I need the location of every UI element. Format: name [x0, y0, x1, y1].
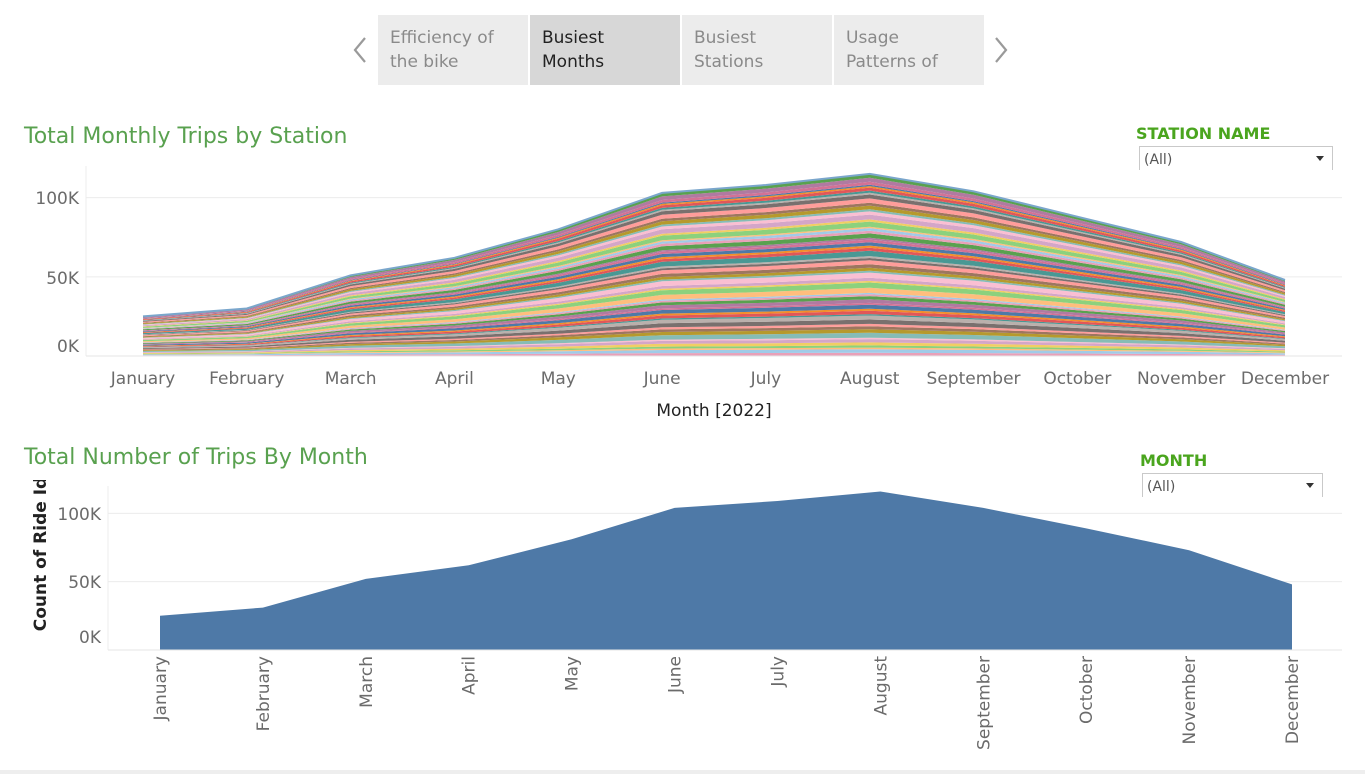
month-filter-label: MONTH [1140, 451, 1208, 470]
y-tick-label: 50K [46, 269, 80, 289]
station-series-area[interactable] [143, 337, 1285, 353]
story-tab-line2: Months [542, 52, 605, 72]
x-tick-label: November [1180, 656, 1200, 744]
x-tick-label: December [1241, 369, 1329, 389]
chevron-down-icon[interactable] [1306, 483, 1314, 488]
x-tick-label: June [643, 369, 681, 389]
x-tick-label: August [871, 656, 891, 716]
story-tab-line1: Busiest [542, 28, 604, 48]
station-series-area[interactable] [143, 349, 1285, 356]
story-tab-line1: Efficiency of [390, 28, 494, 48]
station-series-area[interactable] [143, 345, 1285, 355]
station-series-area[interactable] [143, 332, 1285, 352]
story-next-arrow-icon[interactable] [988, 30, 1014, 70]
chevron-down-icon[interactable] [1316, 156, 1324, 161]
x-tick-label: November [1137, 369, 1225, 389]
x-tick-label: June [666, 656, 686, 694]
station-filter-dropdown[interactable]: (All) [1139, 146, 1333, 170]
x-tick-label: February [254, 656, 274, 731]
x-axis-title: Month [2022] [656, 401, 771, 421]
y-tick-label: 50K [68, 573, 102, 593]
story-tab-busiest-months[interactable]: Busiest Months [530, 15, 680, 85]
station-series-area[interactable] [143, 342, 1285, 354]
story-prev-arrow-icon[interactable] [347, 30, 373, 70]
x-tick-label: October [1043, 369, 1111, 389]
x-tick-label: March [357, 656, 377, 708]
x-tick-label: May [541, 369, 576, 389]
x-tick-label: April [460, 656, 480, 695]
story-tab-line1: Busiest [694, 28, 756, 48]
y-tick-label: 0K [79, 628, 102, 648]
story-tab-busiest-stations[interactable]: Busiest Stations [682, 15, 832, 85]
story-tab-line2: Patterns of [846, 52, 938, 72]
station-series-area[interactable] [143, 329, 1285, 351]
x-tick-label: July [750, 369, 782, 389]
station-series-area[interactable] [143, 319, 1285, 350]
station-series-group [143, 173, 1285, 356]
x-tick-label: May [563, 656, 583, 691]
y-tick-label: 0K [57, 337, 80, 357]
x-tick-label: September [974, 656, 994, 750]
story-tab-usage-patterns[interactable]: Usage Patterns of [834, 15, 984, 85]
x-tick-label: January [151, 656, 171, 721]
x-tick-label: March [325, 369, 377, 389]
month-filter-dropdown[interactable]: (All) [1142, 473, 1323, 497]
x-tick-label: October [1077, 656, 1097, 724]
station-filter-label: STATION NAME [1136, 124, 1271, 143]
station-series-area[interactable] [143, 339, 1285, 353]
station-series-area[interactable] [143, 352, 1285, 356]
page-bottom-border [0, 770, 1365, 774]
x-tick-label: July [768, 656, 788, 688]
story-tab-efficiency[interactable]: Efficiency of the bike [378, 15, 528, 85]
station-series-area[interactable] [143, 347, 1285, 355]
story-tab-line2: the bike [390, 52, 459, 72]
total-outline [142, 172, 1286, 318]
trip-count-area[interactable] [160, 491, 1292, 651]
x-tick-label: August [840, 369, 900, 389]
x-tick-label: September [927, 369, 1021, 389]
y-axis-title: Count of Ride Id [31, 480, 51, 631]
stacked-area-chart[interactable]: 100K 50K 0K January February March April May Jun… [0, 160, 1365, 430]
y-tick-label: 100K [57, 505, 101, 525]
x-tick-label: January [110, 369, 175, 389]
story-tab-line2: Stations [694, 52, 764, 72]
chart2-title: Total Number of Trips By Month [24, 445, 368, 470]
station-series-area[interactable] [143, 315, 1285, 349]
station-filter-value: (All) [1144, 152, 1173, 168]
story-tab-line1: Usage [846, 28, 899, 48]
month-filter-value: (All) [1147, 479, 1176, 495]
station-series-area[interactable] [143, 326, 1285, 351]
x-tick-label: February [209, 369, 284, 389]
x-tick-label: April [435, 369, 474, 389]
y-tick-label: 100K [35, 189, 79, 209]
area-chart[interactable]: 100K 50K 0K January February March April May Jun… [0, 480, 1365, 765]
chart1-title: Total Monthly Trips by Station [24, 124, 348, 149]
x-tick-label: December [1283, 656, 1303, 744]
